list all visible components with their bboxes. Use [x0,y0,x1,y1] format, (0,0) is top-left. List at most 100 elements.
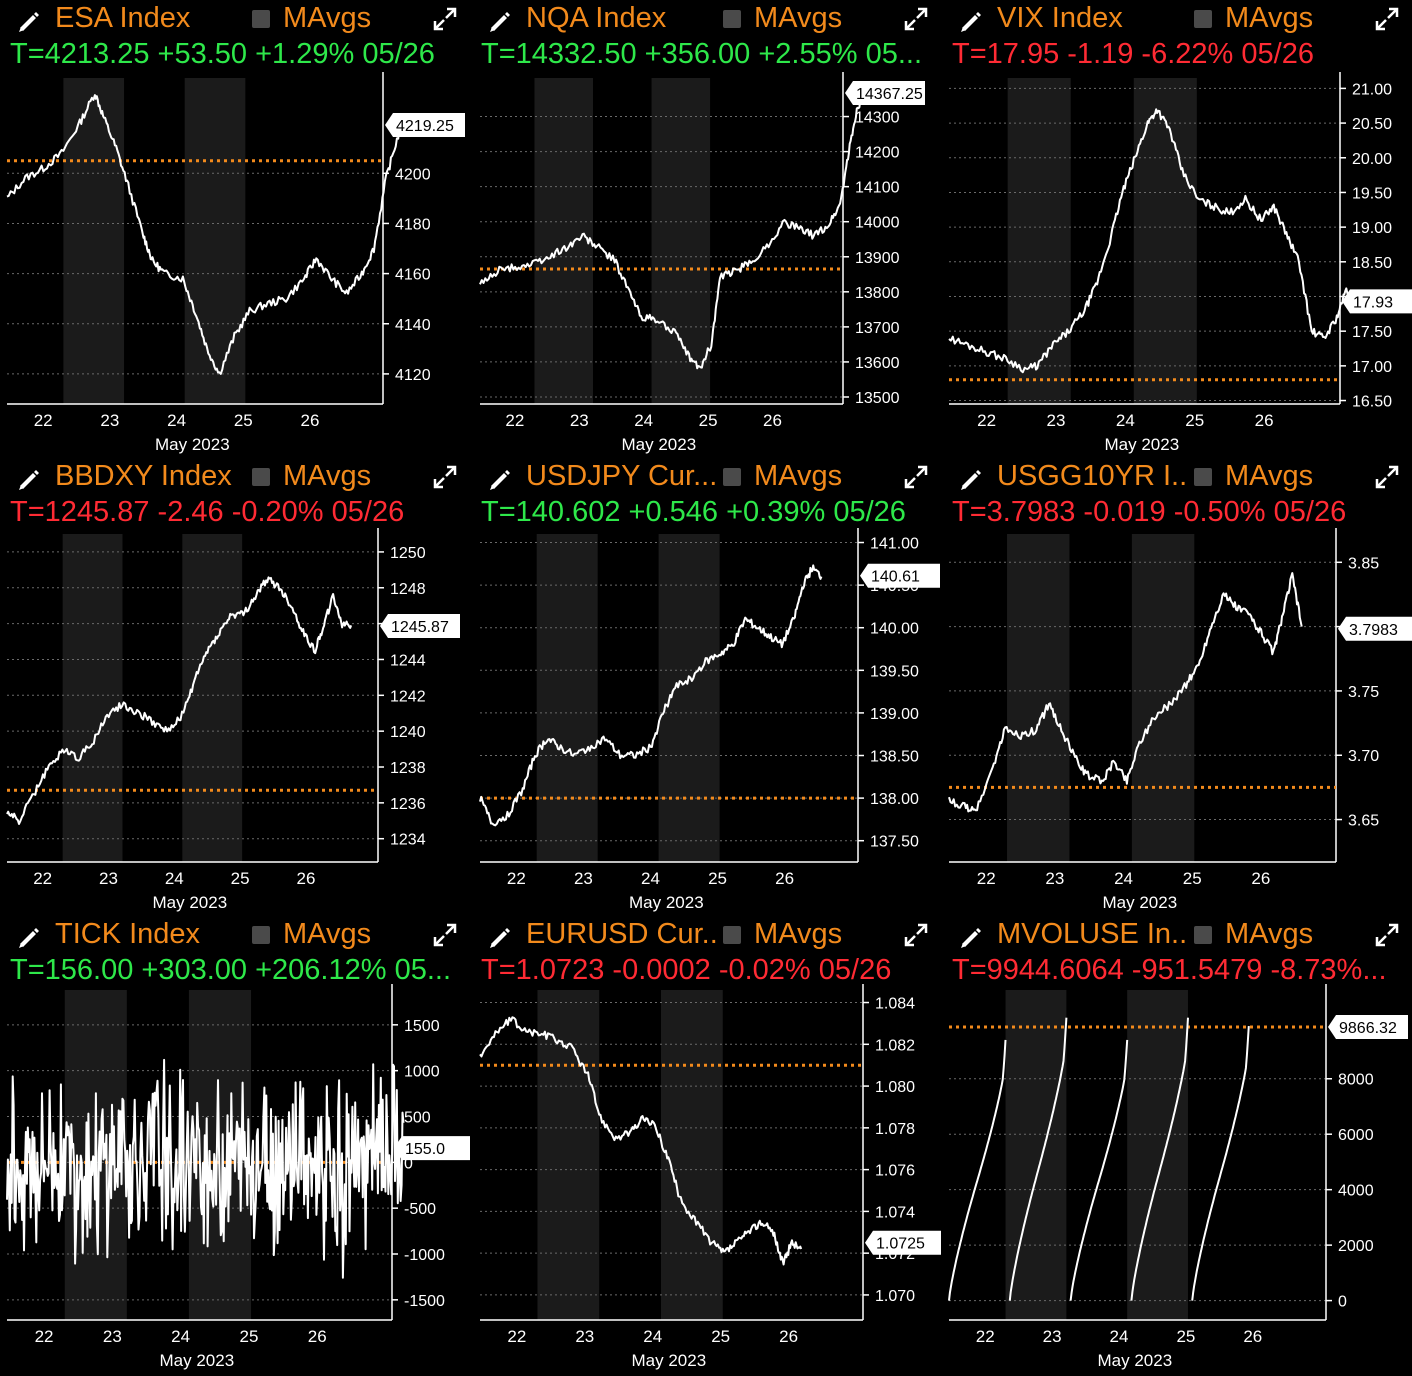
y-tick-label: 1.078 [875,1121,915,1138]
pencil-icon[interactable] [958,8,984,34]
price-line [479,91,868,370]
x-tick-label: 26 [308,1327,327,1346]
mavgs-toggle-icon[interactable] [252,10,270,28]
session-band [184,78,246,404]
panel-title[interactable]: USDJPY Cur... [526,460,716,492]
pencil-icon[interactable] [487,924,513,950]
mavgs-label[interactable]: MAvgs [754,2,843,34]
panel-header: USGG10YR I... MAvgs [942,458,1412,498]
mavgs-label[interactable]: MAvgs [1225,2,1314,34]
mavgs-label[interactable]: MAvgs [283,2,372,34]
volume-session-line [1069,1039,1129,1301]
expand-arrows-icon[interactable] [1374,922,1400,948]
pencil-icon[interactable] [958,924,984,950]
expand-arrows-icon[interactable] [903,922,929,948]
panel-title[interactable]: EURUSD Cur... [526,918,716,950]
panel-header: ESA Index MAvgs [0,0,470,40]
panel-title[interactable]: MVOLUSE In... [997,918,1187,950]
y-tick-label: 500 [404,1110,431,1127]
expand-arrows-icon[interactable] [903,6,929,32]
pencil-icon[interactable] [16,466,42,492]
pencil-icon[interactable] [487,8,513,34]
last-value-flag: 140.61 [860,563,940,588]
expand-arrows-icon[interactable] [432,922,458,948]
mavgs-toggle-icon[interactable] [723,468,741,486]
x-tick-label: 25 [1185,411,1204,430]
x-tick-label: 22 [505,411,524,430]
flag-shape [385,113,465,138]
panel-title[interactable]: BBDXY Index [55,460,232,492]
expand-arrows-icon[interactable] [903,464,929,490]
panel-header: BBDXY Index MAvgs [0,458,470,498]
mavgs-label[interactable]: MAvgs [283,460,372,492]
mavgs-toggle-icon[interactable] [723,10,741,28]
quote-line: T=156.00 +303.00 +206.12% 05... [10,954,452,986]
flag-shape [865,1230,941,1255]
panel-title[interactable]: VIX Index [997,2,1123,34]
mavgs-label[interactable]: MAvgs [754,460,843,492]
x-tick-label: 26 [1243,1327,1262,1346]
y-tick-label: 1.080 [875,1079,915,1096]
expand-arrows-icon[interactable] [432,464,458,490]
last-value-flag: 3.7983 [1338,616,1412,641]
y-tick-label: 1.074 [875,1204,915,1221]
mavgs-label[interactable]: MAvgs [1225,460,1314,492]
y-tick-label: -1500 [404,1293,445,1310]
panel-title[interactable]: NQA Index [526,2,667,34]
mavgs-toggle-icon[interactable] [252,468,270,486]
mavgs-label[interactable]: MAvgs [1225,918,1314,950]
price-line [6,94,409,375]
line-chart: 1.0701.0721.0741.0761.0781.0801.0821.084… [479,984,941,1370]
quote-line: T=1245.87 -2.46 -0.20% 05/26 [10,496,405,528]
session-band [658,534,720,862]
pencil-icon[interactable] [16,8,42,34]
session-band [660,990,723,1320]
mavgs-toggle-icon[interactable] [1194,468,1212,486]
flag-shape [1328,1014,1408,1039]
x-tick-label: 24 [171,1327,190,1346]
expand-arrows-icon[interactable] [1374,6,1400,32]
mavgs-toggle-icon[interactable] [1194,10,1212,28]
x-month-label: May 2023 [632,1351,707,1370]
pencil-icon[interactable] [16,924,42,950]
x-tick-label: 23 [99,869,118,888]
x-tick-label: 23 [1043,1327,1062,1346]
panel-title[interactable]: TICK Index [55,918,201,950]
quote-line: T=14332.50 +356.00 +2.55% 05... [481,38,923,70]
x-month-label: May 2023 [622,435,697,454]
x-tick-label: 26 [1251,869,1270,888]
quote-line: T=1.0723 -0.0002 -0.02% 05/26 [481,954,892,986]
y-tick-label: 1.070 [875,1288,915,1305]
mavgs-toggle-icon[interactable] [1194,926,1212,944]
x-tick-label: 26 [779,1327,798,1346]
y-tick-label: 21.00 [1352,81,1392,98]
expand-arrows-icon[interactable] [1374,464,1400,490]
mavgs-toggle-icon[interactable] [252,926,270,944]
x-tick-label: 26 [301,411,320,430]
y-tick-label: 1236 [390,796,426,813]
quote-line: T=17.95 -1.19 -6.22% 05/26 [952,38,1314,70]
y-tick-label: 1248 [390,581,426,598]
expand-arrows-icon[interactable] [432,6,458,32]
panel-title[interactable]: USGG10YR I... [997,460,1187,492]
pencil-icon[interactable] [958,466,984,492]
quote-line: T=3.7983 -0.019 -0.50% 05/26 [952,496,1347,528]
x-tick-label: 26 [296,869,315,888]
pencil-icon[interactable] [487,466,513,492]
chart-panel-esa: ESA Index MAvgs T=4213.25 +53.50 +1.29% … [0,0,470,458]
volume-session-line [1130,1017,1189,1301]
y-tick-label: 13900 [855,250,900,267]
session-shading [1007,534,1195,862]
x-tick-label: 23 [1045,869,1064,888]
x-tick-label: 25 [699,411,718,430]
mavgs-label[interactable]: MAvgs [283,918,372,950]
x-tick-label: 25 [708,869,727,888]
y-tick-label: 3.85 [1348,555,1379,572]
session-band [1133,78,1197,404]
flag-shape [1342,289,1412,314]
mavgs-label[interactable]: MAvgs [754,918,843,950]
y-tick-label: 19.50 [1352,185,1392,202]
panel-title[interactable]: ESA Index [55,2,191,34]
mavgs-toggle-icon[interactable] [723,926,741,944]
